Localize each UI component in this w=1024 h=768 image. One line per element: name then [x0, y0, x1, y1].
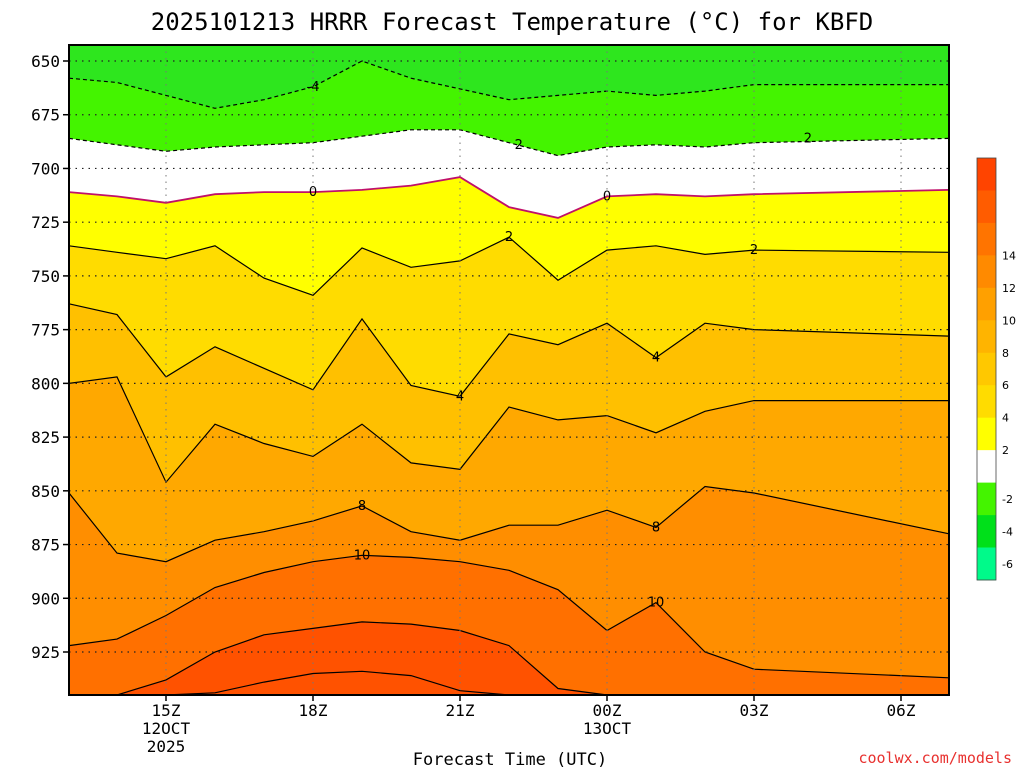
fill-band-minus4 — [69, 45, 949, 109]
x-tick-label: 18Z — [299, 701, 328, 720]
colorbar-band — [977, 287, 996, 321]
colorbar-band — [977, 158, 996, 191]
contour-label: 8 — [652, 520, 660, 535]
contour-label: 4 — [456, 389, 464, 404]
contour-label: 10 — [354, 548, 371, 563]
y-axis: 650 675 700 725 750 775 800 825 850 875 900 925 — [31, 52, 69, 662]
colorbar-band — [977, 190, 996, 224]
contour-label: 4 — [652, 351, 660, 366]
colorbar-label: 4 — [1002, 412, 1009, 425]
contour-line-8 — [68, 485, 950, 563]
contour-label: 2 — [804, 131, 812, 146]
colorbar-label: 14 — [1002, 249, 1016, 262]
colorbar-band — [977, 482, 996, 516]
y-tick-label: 700 — [31, 159, 60, 178]
contour-line-10 — [68, 554, 950, 679]
x-tick-label: 06Z — [887, 701, 916, 720]
colorbar-band — [977, 417, 996, 451]
y-tick-label: 900 — [31, 589, 60, 608]
contour-label: 2 — [515, 138, 523, 153]
fill-band-12 — [69, 621, 949, 695]
colorbar-label: 6 — [1002, 379, 1009, 392]
fill-band-14 — [69, 671, 949, 695]
contour-line-2 — [68, 236, 950, 296]
contour-label: 0 — [309, 185, 317, 200]
y-tick-label: 875 — [31, 536, 60, 555]
colorbar-band — [977, 547, 996, 581]
colorbar-band — [977, 515, 996, 548]
contour-line-0 — [68, 176, 950, 219]
colorbar-band — [977, 385, 996, 418]
temperature-fills — [69, 45, 949, 696]
plot-frame — [68, 44, 950, 696]
colorbar-band — [977, 320, 996, 354]
x-axis-label: Forecast Time (UTC) — [413, 750, 607, 768]
grid-lines — [69, 45, 949, 695]
colorbar-label: -2 — [1002, 493, 1013, 506]
contour-line-4 — [68, 303, 950, 397]
colorbar: -6 -4 -2 2 4 6 8 10 12 14 — [976, 157, 1016, 581]
colorbar-label: 2 — [1002, 444, 1009, 457]
contour-label: 2 — [505, 230, 513, 245]
colorbar-label: 10 — [1002, 314, 1016, 327]
colorbar-band — [977, 450, 996, 483]
x-tick-label: 13OCT — [583, 719, 632, 738]
colorbar-label: -4 — [1002, 525, 1013, 538]
chart-title: 2025101213 HRRR Forecast Temperature (°C… — [151, 8, 873, 36]
credit-text[interactable]: coolwx.com/models — [858, 749, 1012, 767]
y-tick-label: 650 — [31, 52, 60, 71]
colorbar-label: 12 — [1002, 282, 1016, 295]
contour-label: -4 — [307, 80, 320, 95]
colorbar-band — [977, 255, 996, 289]
y-tick-label: 750 — [31, 267, 60, 286]
contour-line-6 — [68, 376, 949, 484]
y-tick-label: 850 — [31, 482, 60, 501]
colorbar-label: -6 — [1002, 558, 1013, 571]
contour-label: 2 — [750, 243, 758, 258]
x-tick-label: 2025 — [147, 737, 186, 756]
y-tick-label: 800 — [31, 374, 60, 393]
y-tick-label: 825 — [31, 428, 60, 447]
contour-label: 0 — [603, 189, 611, 204]
colorbar-label: 8 — [1002, 347, 1009, 360]
x-tick-label: 03Z — [740, 701, 769, 720]
x-tick-label: 12OCT — [142, 719, 191, 738]
y-tick-label: 775 — [31, 321, 60, 340]
colorbar-band — [977, 352, 996, 386]
y-tick-label: 675 — [31, 106, 60, 125]
x-tick-label: 00Z — [593, 701, 622, 720]
contour-line--2 — [68, 129, 950, 157]
contour-label: 8 — [358, 499, 366, 514]
x-tick-label: 21Z — [446, 701, 475, 720]
colorbar-band — [977, 222, 996, 256]
x-tick-label: 15Z — [152, 701, 181, 720]
y-tick-label: 925 — [31, 643, 60, 662]
contour-label: 10 — [648, 596, 665, 611]
y-tick-label: 725 — [31, 213, 60, 232]
contour-labels: -4 2 2 0 0 2 2 4 4 8 8 10 10 — [307, 80, 813, 611]
colorbar-frame — [976, 157, 997, 581]
